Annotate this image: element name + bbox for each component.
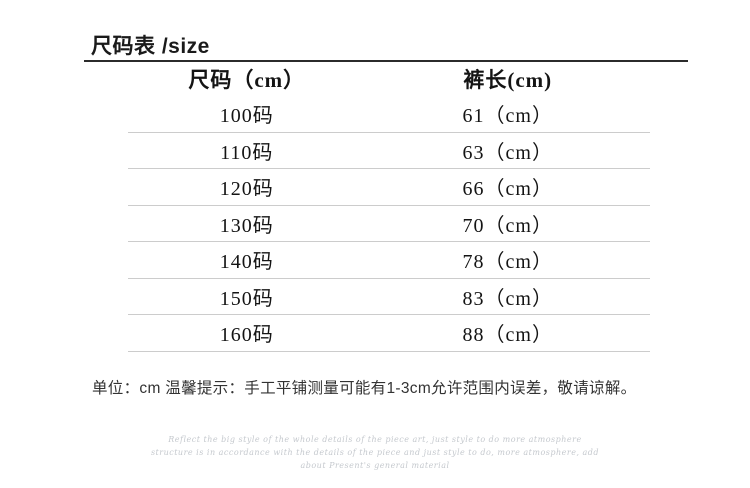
- table-row: 100码 61（cm）: [128, 96, 650, 133]
- length-cell: 78（cm）: [462, 251, 553, 274]
- length-cell: 61（cm）: [462, 105, 553, 128]
- length-cell: 63（cm）: [462, 141, 553, 164]
- table-row: 120码 66（cm）: [128, 169, 650, 206]
- table-row: 150码 83（cm）: [128, 279, 650, 315]
- table-row: 130码 70（cm）: [128, 206, 650, 242]
- length-cell: 66（cm）: [462, 178, 553, 201]
- size-table: 尺码（cm） 裤长(cm) 100码 61（cm） 110码 63（cm） 12…: [128, 62, 650, 352]
- header-divider: [84, 60, 688, 62]
- measurement-disclaimer: 单位：cm 温馨提示：手工平铺测量可能有1-3cm允许范围内误差，敬请谅解。: [92, 380, 637, 397]
- watermark: Reflect the big style of the whole detai…: [0, 433, 750, 472]
- length-cell: 83（cm）: [462, 287, 553, 310]
- page-title: 尺码表 /size: [91, 35, 210, 58]
- size-cell: 130码: [219, 214, 274, 237]
- watermark-line: about Present's general material: [300, 461, 450, 470]
- table-row: 110码 63（cm）: [128, 133, 650, 169]
- table-row: 160码 88（cm）: [128, 315, 650, 352]
- size-cell: 140码: [219, 251, 274, 274]
- length-cell: 70（cm）: [462, 214, 553, 237]
- watermark-line: structure is in accordance with the deta…: [150, 448, 600, 457]
- header-cell-length: 裤长(cm): [463, 68, 553, 92]
- size-cell: 110码: [220, 141, 274, 164]
- size-cell: 120码: [219, 178, 274, 201]
- size-cell: 150码: [219, 287, 274, 310]
- length-cell: 88（cm）: [462, 324, 553, 347]
- table-row: 140码 78（cm）: [128, 242, 650, 279]
- table-header-row: 尺码（cm） 裤长(cm): [128, 62, 650, 96]
- watermark-line: Reflect the big style of the whole detai…: [168, 435, 582, 444]
- size-cell: 160码: [219, 324, 274, 347]
- header-cell-size: 尺码（cm）: [188, 68, 306, 92]
- size-cell: 100码: [219, 105, 274, 128]
